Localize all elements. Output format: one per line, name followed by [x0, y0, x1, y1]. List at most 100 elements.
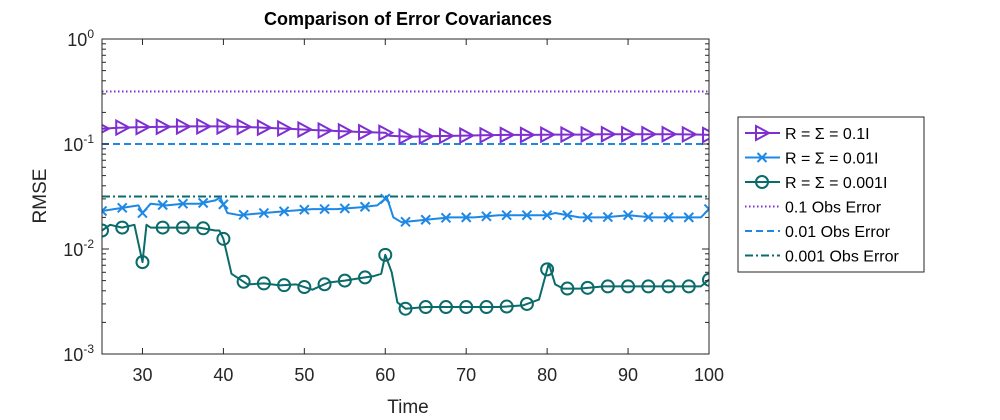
- data-point-marker: [459, 300, 474, 315]
- data-point-marker: [135, 255, 150, 270]
- data-point-marker: [196, 117, 213, 136]
- data-point-marker: [319, 203, 330, 215]
- legend-label: R = Σ = 0.001I: [785, 175, 887, 192]
- data-point-marker: [299, 204, 310, 215]
- legend-entry-5: 0.01 Obs Error: [745, 224, 891, 241]
- data-point-marker: [663, 212, 674, 223]
- legend-label: R = Σ = 0.01I: [785, 151, 879, 168]
- data-point-marker: [540, 126, 557, 144]
- y-tick-label: 100: [67, 27, 94, 50]
- series-1: [102, 117, 709, 146]
- data-point-marker: [499, 299, 514, 314]
- data-point-marker: [256, 276, 271, 291]
- data-point-marker: [380, 193, 391, 204]
- data-point-marker: [400, 216, 411, 227]
- legend: R = Σ = 0.1I R = Σ = 0.01I R = Σ = 0.001I 0…: [737, 116, 925, 273]
- data-point-marker: [541, 209, 553, 221]
- data-point-marker: [501, 209, 512, 221]
- y-tick-label: 10-3: [63, 342, 94, 365]
- data-point-marker: [358, 270, 373, 285]
- data-point-marker: [702, 126, 709, 144]
- data-point-marker: [238, 209, 249, 221]
- legend-label: 0.001 Obs Error: [785, 249, 900, 266]
- legend-entry-4: 0.1 Obs Error: [745, 200, 882, 217]
- data-point-marker: [278, 206, 290, 217]
- data-point-marker: [438, 127, 456, 145]
- series-3: [102, 220, 709, 316]
- data-point-marker: [339, 203, 351, 214]
- data-point-marker: [540, 262, 555, 277]
- legend-label: 0.1 Obs Error: [785, 200, 882, 217]
- data-point-marker: [197, 197, 209, 209]
- data-point-marker: [519, 126, 537, 144]
- data-point-marker: [115, 118, 132, 137]
- data-point-marker: [702, 272, 709, 287]
- x-axis-label: Time: [387, 397, 429, 418]
- data-point-marker: [499, 126, 516, 144]
- x-tick-label: 50: [294, 365, 314, 385]
- data-point-marker: [560, 125, 577, 144]
- chart-title: Comparison of Error Covariances: [264, 9, 552, 29]
- data-point-marker: [135, 118, 152, 136]
- data-point-marker: [600, 125, 617, 143]
- legend-entry-6: 0.001 Obs Error: [745, 249, 900, 266]
- data-point-marker: [297, 280, 312, 295]
- data-point-marker: [216, 231, 231, 246]
- data-point-marker: [521, 209, 533, 221]
- data-point-marker: [600, 279, 615, 294]
- data-point-marker: [102, 205, 108, 217]
- data-point-marker: [236, 274, 251, 289]
- data-point-marker: [459, 126, 476, 145]
- data-point-marker: [398, 127, 415, 146]
- data-point-marker: [661, 125, 678, 143]
- data-point-marker: [580, 125, 597, 144]
- data-point-marker: [479, 300, 494, 315]
- data-point-marker: [602, 211, 614, 223]
- data-point-marker: [481, 211, 492, 222]
- x-tick-label: 80: [537, 365, 557, 385]
- data-point-marker: [703, 203, 709, 215]
- data-point-marker: [236, 118, 253, 136]
- data-point-marker: [418, 300, 433, 315]
- data-point-marker: [337, 122, 354, 141]
- legend-box: [737, 116, 925, 273]
- data-point-marker: [621, 279, 636, 294]
- data-point-marker: [258, 207, 270, 219]
- data-point-marker: [641, 279, 656, 294]
- legend-entry-1: R = Σ = 0.1I: [745, 124, 870, 143]
- x-tick-label: 100: [694, 365, 724, 385]
- data-point-marker: [681, 125, 698, 144]
- data-point-marker: [297, 120, 314, 139]
- data-point-marker: [277, 278, 292, 293]
- data-point-marker: [580, 280, 595, 295]
- data-point-marker: [359, 201, 371, 212]
- data-point-marker: [378, 247, 393, 262]
- data-point-marker: [438, 300, 453, 315]
- data-point-marker: [196, 221, 211, 236]
- data-point-marker: [317, 277, 332, 292]
- data-point-marker: [378, 124, 395, 142]
- y-axis-label: RMSE: [30, 169, 51, 224]
- data-point-marker: [398, 301, 413, 316]
- data-point-marker: [519, 296, 534, 311]
- data-point-marker: [358, 123, 375, 141]
- legend-entry-3: R = Σ = 0.001I: [745, 175, 887, 192]
- data-point-marker: [115, 220, 130, 235]
- data-point-marker: [102, 223, 109, 238]
- data-point-marker: [177, 198, 189, 209]
- legend-label: R = Σ = 0.1I: [785, 126, 870, 143]
- data-point-marker: [117, 202, 128, 214]
- data-point-marker: [479, 126, 496, 144]
- y-tick-label: 10-2: [63, 237, 94, 260]
- data-point-marker: [460, 212, 472, 223]
- x-tick-label: 30: [132, 365, 152, 385]
- legend-label: 0.01 Obs Error: [785, 224, 891, 241]
- data-point-marker: [175, 220, 190, 235]
- data-point-marker: [277, 119, 294, 138]
- series-2: [102, 193, 709, 227]
- data-point-marker: [218, 199, 229, 210]
- data-point-marker: [155, 220, 170, 235]
- x-tick-label: 90: [618, 365, 638, 385]
- data-point-marker: [755, 124, 772, 142]
